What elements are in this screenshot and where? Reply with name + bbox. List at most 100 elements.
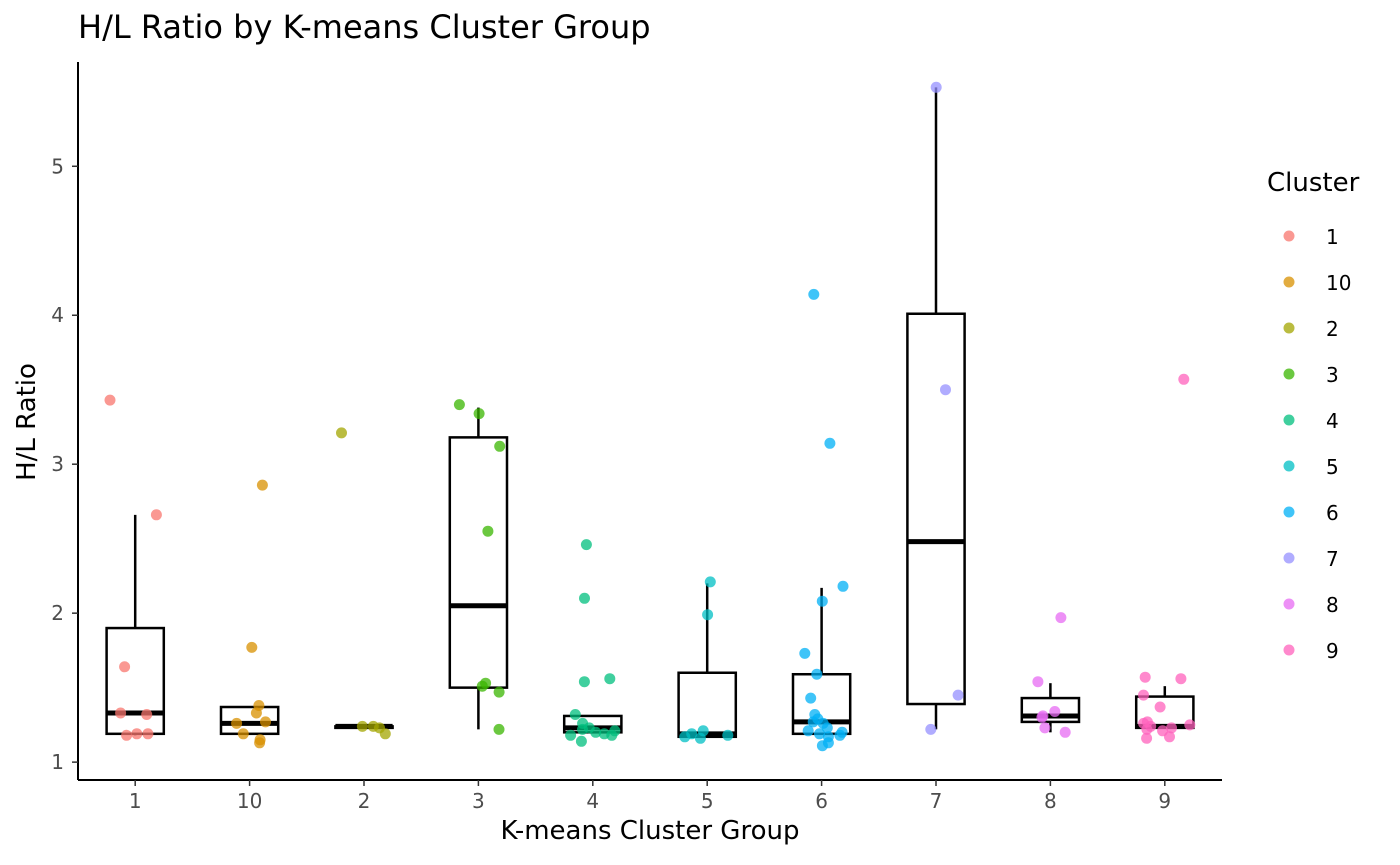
box [906, 312, 966, 706]
x-tick-label: 10 [237, 789, 262, 813]
legend-key-8 [1283, 598, 1295, 610]
legend-label: 1 [1326, 225, 1339, 249]
legend-label: 9 [1326, 639, 1339, 663]
legend-key-6 [1283, 506, 1295, 518]
data-point-4 [580, 539, 592, 551]
data-point-8 [1059, 726, 1071, 738]
data-point-4 [590, 726, 602, 738]
box [448, 436, 509, 689]
data-point-9 [1164, 731, 1175, 743]
data-point-5 [679, 731, 691, 743]
x-tick-label: 5 [701, 789, 714, 813]
data-point-9 [1141, 732, 1153, 744]
boxplot-1 [105, 514, 166, 736]
data-point-8 [1055, 612, 1067, 624]
data-point-8 [1049, 706, 1061, 717]
data-point-9 [1184, 719, 1196, 731]
data-point-5 [722, 729, 734, 741]
legend-label: 3 [1326, 363, 1339, 387]
box [105, 626, 166, 736]
data-point-9 [1166, 722, 1177, 734]
y-tick-label: 2 [51, 601, 64, 625]
y-tick-label: 1 [51, 750, 64, 774]
data-point-6 [837, 580, 849, 592]
box [219, 705, 280, 736]
data-point-3 [494, 440, 506, 452]
legend-label: 2 [1326, 317, 1339, 341]
data-point-3 [476, 680, 488, 692]
data-point-2 [374, 722, 385, 734]
data-point-1 [150, 509, 162, 521]
chart-title: H/L Ratio by K-means Cluster Group [78, 8, 651, 46]
data-point-10 [256, 479, 268, 491]
data-point-9 [1138, 689, 1149, 701]
y-tick-label: 4 [51, 303, 64, 327]
data-point-4 [575, 735, 587, 747]
data-point-3 [473, 408, 485, 420]
x-tick-label: 1 [129, 789, 142, 813]
data-point-9 [1139, 671, 1151, 683]
data-point-6 [807, 716, 819, 728]
data-point-7 [940, 384, 951, 396]
legend-key-5 [1283, 460, 1295, 472]
data-point-9 [1175, 673, 1187, 685]
boxplot-7 [906, 87, 966, 730]
data-point-7 [930, 81, 942, 93]
x-tick-label: 2 [358, 789, 371, 813]
data-point-5 [694, 732, 706, 744]
x-tick-label: 9 [1158, 789, 1171, 813]
x-tick-label: 7 [930, 789, 943, 813]
boxplot-8 [1020, 683, 1081, 733]
data-point-3 [482, 525, 494, 537]
legend-key-9 [1283, 644, 1295, 656]
legend-title: Cluster [1267, 168, 1360, 198]
data-point-3 [453, 399, 465, 411]
legend-key-2 [1283, 322, 1295, 334]
data-point-3 [493, 686, 505, 698]
y-tick-label: 3 [51, 452, 64, 476]
legend-label: 7 [1326, 547, 1339, 571]
box [1020, 696, 1081, 724]
legend-key-7 [1283, 552, 1295, 564]
data-point-5 [702, 609, 714, 621]
legend-label: 8 [1326, 593, 1339, 617]
data-point-7 [925, 723, 937, 735]
x-tick-label: 8 [1044, 789, 1057, 813]
data-point-10 [246, 641, 258, 653]
data-point-2 [356, 720, 368, 732]
data-point-4 [604, 673, 616, 685]
data-point-1 [142, 728, 154, 740]
data-point-4 [569, 709, 581, 720]
data-point-6 [811, 668, 823, 680]
data-point-4 [606, 729, 618, 741]
data-point-6 [816, 740, 828, 752]
boxplot-5 [677, 583, 738, 739]
data-point-8 [1039, 722, 1051, 734]
data-point-10 [231, 717, 243, 729]
data-point-2 [336, 427, 347, 439]
boxplot-6 [791, 587, 852, 736]
data-point-1 [115, 707, 127, 719]
legend-label: 4 [1326, 409, 1339, 433]
x-tick-label: 4 [586, 789, 599, 813]
data-point-6 [814, 728, 825, 740]
x-tick-label: 3 [472, 789, 485, 813]
legend-key-1 [1283, 230, 1295, 242]
data-point-10 [237, 728, 249, 740]
data-point-7 [952, 689, 964, 701]
data-point-1 [141, 709, 153, 720]
data-point-6 [805, 692, 817, 704]
legend-label: 6 [1326, 501, 1339, 525]
data-point-6 [834, 729, 846, 741]
data-point-6 [821, 722, 833, 734]
legend-key-4 [1283, 414, 1295, 426]
data-point-5 [704, 576, 716, 588]
data-point-1 [119, 661, 131, 673]
legend-label: 10 [1326, 271, 1351, 295]
data-point-6 [808, 288, 820, 300]
data-point-1 [104, 394, 116, 406]
data-point-8 [1032, 676, 1044, 688]
legend-label: 5 [1326, 455, 1339, 479]
